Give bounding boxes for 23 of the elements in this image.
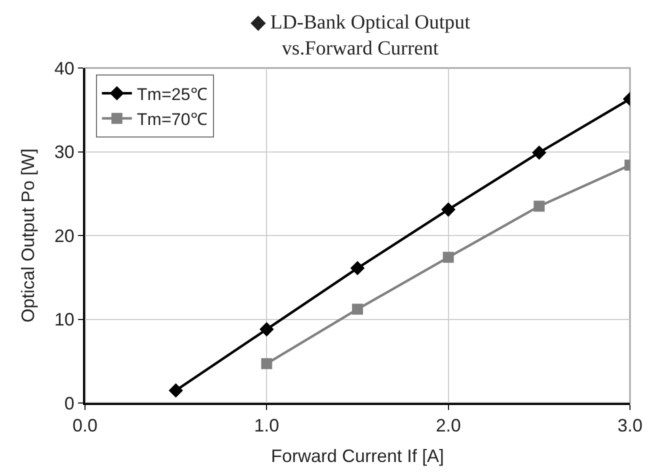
point xyxy=(350,261,365,276)
point xyxy=(168,383,183,398)
x-tick-label: 3.0 xyxy=(617,416,643,436)
point xyxy=(260,322,274,336)
y-tick-label: 10 xyxy=(54,310,74,330)
legend-label: Tm=25℃ xyxy=(136,84,208,104)
point xyxy=(261,358,272,370)
point xyxy=(534,200,545,212)
x-tick-label: 2.0 xyxy=(436,416,461,436)
x-tick-label: 1.0 xyxy=(254,416,280,436)
point xyxy=(532,145,546,160)
y-axis-title: Optical Output Po [W] xyxy=(18,148,38,323)
legend-label: Tm=70℃ xyxy=(136,110,208,129)
y-tick-label: 40 xyxy=(54,58,74,78)
chart-title: ◆ LD-Bank Optical Output vs.Forward Current xyxy=(250,12,471,60)
y-tick-label: 20 xyxy=(54,226,74,246)
point xyxy=(442,252,454,263)
point xyxy=(352,304,363,315)
x-axis-title: Forward Current If [A] xyxy=(270,446,444,466)
x-tick-label: 0.0 xyxy=(72,416,98,436)
point xyxy=(441,202,456,217)
y-tick-label: 30 xyxy=(54,142,74,162)
y-tick-label: 0 xyxy=(64,393,74,414)
